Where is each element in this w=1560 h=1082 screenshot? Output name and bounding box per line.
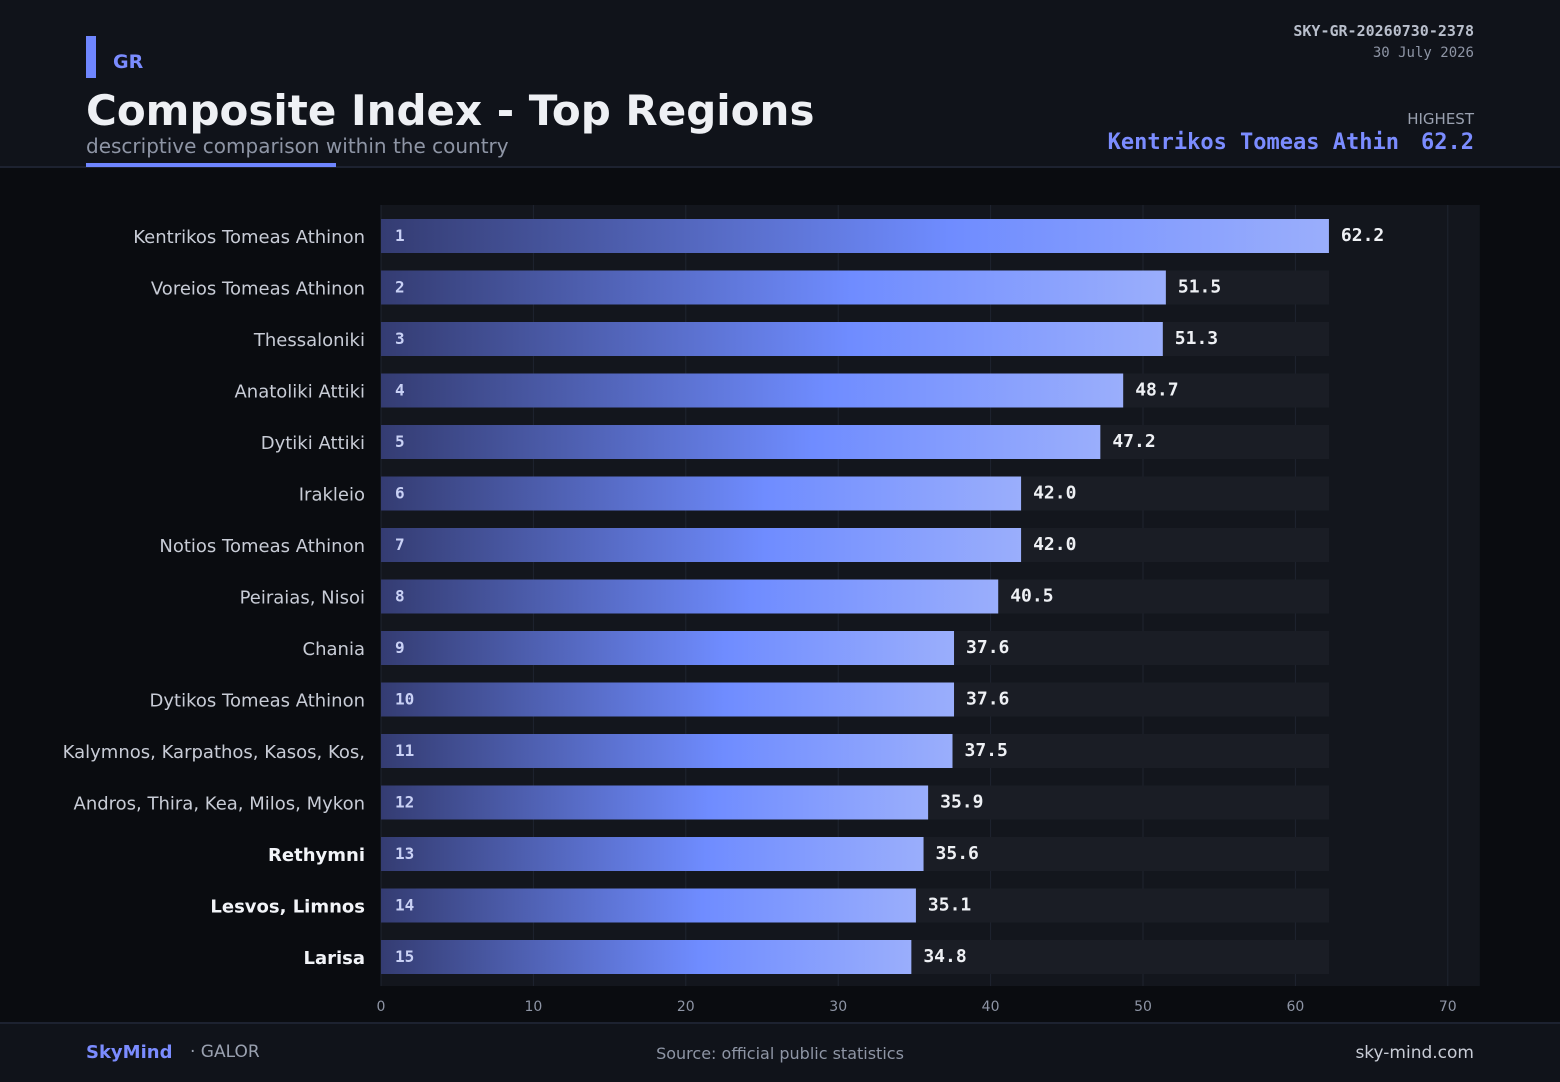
bar-rank-label: 9 bbox=[395, 638, 405, 657]
bar bbox=[381, 682, 955, 717]
bar-value-label: 37.6 bbox=[966, 637, 1009, 658]
bar bbox=[381, 425, 1101, 459]
document-date: 30 July 2026 bbox=[1372, 45, 1474, 61]
bar-value-label: 40.5 bbox=[1010, 586, 1053, 607]
bar bbox=[381, 579, 999, 614]
bar-value-label: 47.2 bbox=[1112, 431, 1155, 452]
bar-value-label: 35.1 bbox=[928, 895, 971, 916]
bar-rank-label: 6 bbox=[395, 484, 405, 503]
x-tick-label: 10 bbox=[524, 999, 542, 1015]
bar-rank-label: 5 bbox=[395, 432, 405, 451]
bar bbox=[381, 219, 1329, 253]
category-label: Peiraias, Nisoi bbox=[240, 588, 365, 609]
bar-rank-label: 14 bbox=[395, 896, 414, 915]
bar-chart: 0 10 20 30 40 50 60 70 1 62.2 Kentrikos Tomeas Ath… bbox=[63, 205, 1480, 1015]
highest-summary: Kentrikos Tomeas Athin 62.2 bbox=[1108, 130, 1474, 155]
bar-rank-label: 7 bbox=[395, 535, 405, 554]
title-underline bbox=[86, 163, 336, 167]
bar-rank-label: 3 bbox=[395, 329, 405, 348]
x-tick-label: 70 bbox=[1439, 999, 1457, 1015]
bar bbox=[381, 734, 953, 768]
page-subtitle: descriptive comparison within the countr… bbox=[86, 134, 509, 158]
brand-subtitle: · GALOR bbox=[190, 1042, 260, 1062]
category-label: Notios Tomeas Athinon bbox=[159, 536, 365, 557]
category-label: Larisa bbox=[303, 948, 365, 969]
bar bbox=[381, 631, 955, 665]
bar-value-label: 51.5 bbox=[1178, 277, 1221, 298]
bar-rank-label: 1 bbox=[395, 226, 405, 245]
footer: SkyMind · GALOR Source: official public … bbox=[0, 1022, 1560, 1082]
x-tick-label: 20 bbox=[677, 999, 695, 1015]
bar-value-label: 62.2 bbox=[1341, 225, 1384, 246]
category-label: Kalymnos, Karpathos, Kasos, Kos, bbox=[63, 742, 365, 763]
highest-name: Kentrikos Tomeas Athin bbox=[1107, 130, 1400, 155]
x-tick-label: 30 bbox=[829, 999, 847, 1015]
x-tick-label: 60 bbox=[1286, 999, 1304, 1015]
bar bbox=[381, 837, 924, 871]
brand-name: SkyMind bbox=[86, 1042, 173, 1063]
bar bbox=[381, 373, 1124, 408]
category-label: Kentrikos Tomeas Athinon bbox=[133, 227, 365, 248]
header: GR Composite Index - Top Regions descrip… bbox=[0, 0, 1560, 168]
x-tick-label: 0 bbox=[377, 999, 386, 1015]
category-label: Voreios Tomeas Athinon bbox=[151, 279, 365, 300]
bar bbox=[381, 888, 916, 923]
bar bbox=[381, 528, 1022, 562]
accent-bar bbox=[86, 36, 96, 78]
bar-rank-label: 8 bbox=[395, 587, 405, 606]
bar-rank-label: 11 bbox=[395, 741, 414, 760]
bar-rank-label: 13 bbox=[395, 844, 414, 863]
bar-rank-label: 12 bbox=[395, 793, 414, 812]
category-label: Thessaloniki bbox=[253, 330, 365, 351]
bar-rank-label: 15 bbox=[395, 947, 414, 966]
category-label: Dytiki Attiki bbox=[261, 433, 365, 454]
category-label: Lesvos, Limnos bbox=[210, 897, 365, 918]
bar bbox=[381, 322, 1163, 356]
bar bbox=[381, 785, 929, 820]
bar-value-label: 35.9 bbox=[940, 792, 983, 813]
x-tick-label: 50 bbox=[1134, 999, 1152, 1015]
category-label: Dytikos Tomeas Athinon bbox=[150, 691, 365, 712]
category-label: Rethymni bbox=[268, 845, 365, 866]
bar bbox=[381, 940, 912, 974]
category-label: Chania bbox=[303, 639, 365, 660]
highest-value: 62.2 bbox=[1421, 130, 1474, 155]
category-label: Anatoliki Attiki bbox=[234, 382, 365, 403]
bar-rank-label: 10 bbox=[395, 690, 414, 709]
bar-value-label: 35.6 bbox=[936, 843, 979, 864]
document-id: SKY-GR-20260730-2378 bbox=[1293, 22, 1474, 40]
bar-rank-label: 4 bbox=[395, 381, 405, 400]
category-label: Irakleio bbox=[299, 485, 365, 506]
highest-label: HIGHEST bbox=[1407, 110, 1474, 128]
x-tick-label: 40 bbox=[982, 999, 1000, 1015]
bar-value-label: 34.8 bbox=[923, 946, 966, 967]
site-link[interactable]: sky-mind.com bbox=[1355, 1043, 1474, 1063]
bar-value-label: 42.0 bbox=[1033, 483, 1076, 504]
category-label: Andros, Thira, Kea, Milos, Mykon bbox=[74, 794, 365, 815]
bar bbox=[381, 476, 1022, 511]
bar-value-label: 42.0 bbox=[1033, 534, 1076, 555]
page-title: Composite Index - Top Regions bbox=[86, 86, 815, 135]
bar-value-label: 37.6 bbox=[966, 689, 1009, 710]
bar-value-label: 48.7 bbox=[1135, 380, 1178, 401]
bar-value-label: 51.3 bbox=[1175, 328, 1218, 349]
bar bbox=[381, 270, 1166, 305]
source-note: Source: official public statistics bbox=[656, 1044, 904, 1063]
bar-rank-label: 2 bbox=[395, 278, 405, 297]
bar-value-label: 37.5 bbox=[965, 740, 1008, 761]
country-code: GR bbox=[113, 51, 144, 73]
